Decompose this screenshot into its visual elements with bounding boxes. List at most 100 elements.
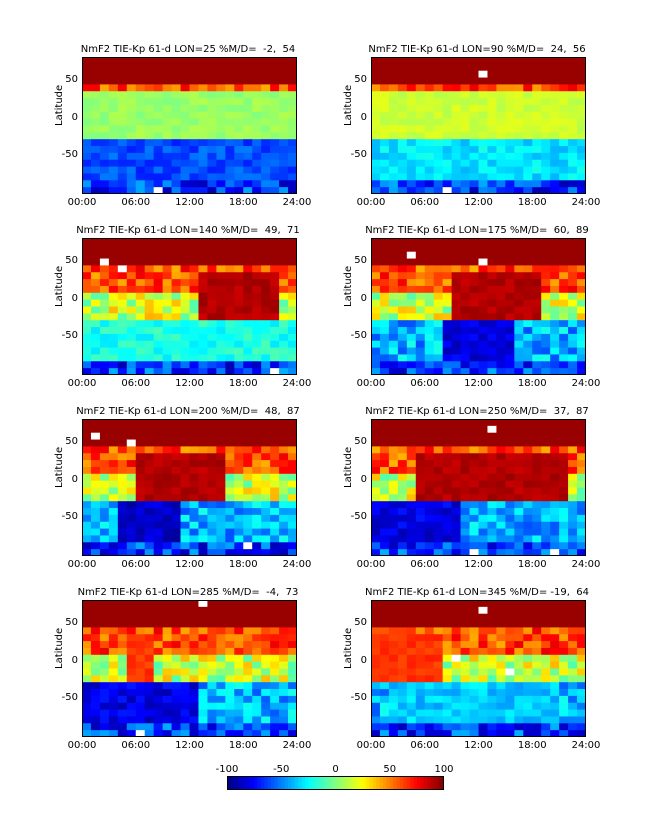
heatmap-cell [252,347,262,355]
heatmap-cell [415,57,426,65]
heatmap-cell [216,111,226,120]
heatmap-cell [180,709,190,717]
heatmap-cell [162,166,172,174]
heatmap-cell [225,641,235,649]
heatmap-cell [424,620,435,628]
heatmap-cell [82,340,92,348]
heatmap-cell [225,272,235,280]
heatmap-cell [406,528,417,536]
heatmap-cell [532,320,542,328]
heatmap-cell [99,702,110,710]
heatmap-cell [388,327,399,335]
heatmap-cell [478,647,488,656]
heatmap-cell [406,521,417,529]
heatmap-cell [234,152,244,161]
heatmap-cell [541,521,551,529]
heatmap-cell [198,159,208,167]
heatmap-cell [442,600,453,608]
heatmap-cell [559,723,569,731]
heatmap-cell [397,152,408,161]
heatmap-cell [225,327,235,335]
heatmap-cell [288,306,297,314]
heatmap-cell [225,111,235,120]
heatmap-cell [135,166,146,174]
heatmap-plot [371,57,586,194]
heatmap-cell [505,682,515,690]
heatmap-cell [415,634,426,642]
heatmap-cell [532,187,542,194]
heatmap-cell [406,340,417,348]
heatmap-cell [523,320,533,328]
heatmap-cell [379,173,390,181]
heatmap-cell [433,508,444,516]
heatmap-cell [180,600,190,608]
heatmap-cell [180,265,190,273]
heatmap-cell [478,125,488,133]
heatmap-cell [144,723,155,731]
heatmap-cell [568,70,578,78]
heatmap-cell [153,675,164,683]
heatmap-cell [541,306,551,314]
heatmap-cell [153,166,164,174]
heatmap-cell [406,549,417,556]
heatmap-cell [478,480,488,488]
heatmap-cell [82,166,92,174]
heatmap-cell [189,494,199,502]
heatmap-cell [171,668,181,676]
heatmap-cell [162,549,172,556]
heatmap-cell [478,173,488,181]
heatmap-cell [279,419,289,427]
heatmap-cell [117,125,128,133]
heatmap-cell [270,132,280,140]
heatmap-cell [126,146,137,154]
heatmap-cell [162,187,172,194]
heatmap-cell [216,654,226,663]
heatmap-cell [135,480,146,488]
heatmap-cell [189,634,199,642]
heatmap-cell [568,173,578,181]
heatmap-cell [415,125,426,133]
heatmap-cell [252,480,262,488]
heatmap-cell [198,542,208,550]
heatmap-cell [261,634,271,642]
heatmap-cell [153,661,164,669]
heatmap-cell [568,466,578,475]
heatmap-cell [180,453,190,461]
heatmap-cell [514,634,524,642]
heatmap-cell [568,139,578,147]
heatmap-cell [433,146,444,154]
heatmap-cell [397,494,408,502]
heatmap-cell [99,57,110,65]
heatmap-cell [162,647,172,656]
heatmap-cell [559,187,569,194]
heatmap-cell [180,84,190,92]
heatmap-cell [225,77,235,85]
heatmap-cell [469,613,479,621]
heatmap-cell [243,347,253,355]
heatmap-cell [252,77,262,85]
heatmap-cell [117,84,128,92]
heatmap-cell [279,361,289,369]
panel-5: NmF2 TIE-Kp 61-d LON=200 %M/D= 48, 87 Lat… [48,406,328,596]
heatmap-cell [279,487,289,495]
heatmap-cell [144,501,155,509]
x-tick-label: 18:00 [517,559,547,570]
heatmap-cell [442,354,453,362]
heatmap-cell [144,279,155,287]
heatmap-cell [388,535,399,543]
heatmap-plot [82,419,297,556]
heatmap-cell [532,689,542,697]
heatmap-cell [397,661,408,669]
heatmap-cell [469,238,479,246]
heatmap-cell [162,446,172,454]
heatmap-cell [442,528,453,536]
heatmap-cell [478,661,488,669]
x-tick-label: 18:00 [517,378,547,389]
heatmap-cell [424,118,435,126]
heatmap-cell [451,439,461,447]
heatmap-cell [424,152,435,161]
heatmap-cell [460,327,470,335]
heatmap-cell [487,98,497,106]
heatmap-cell [270,675,280,683]
heatmap-cell [252,709,262,717]
